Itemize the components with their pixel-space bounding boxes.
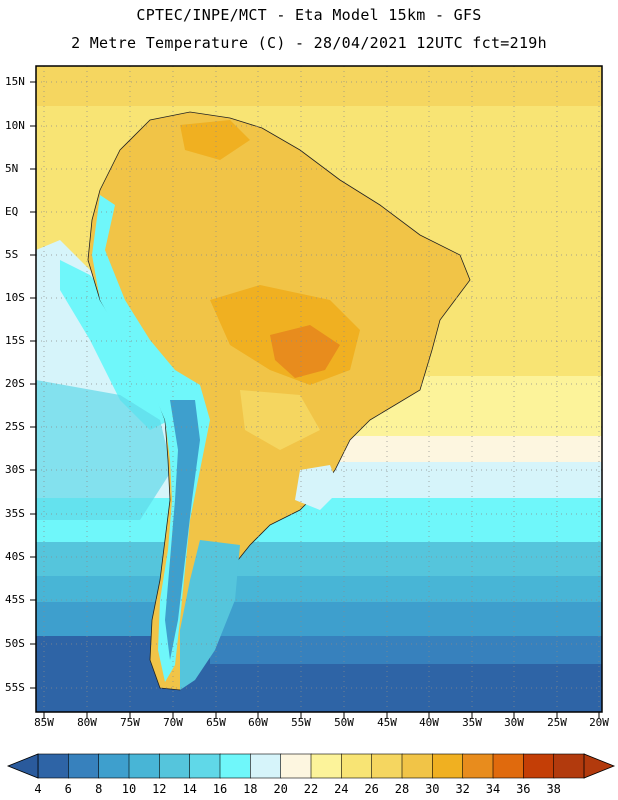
lon-label: 60W bbox=[248, 716, 268, 729]
lat-label: 50S bbox=[5, 637, 25, 650]
lon-label: 75W bbox=[120, 716, 140, 729]
lat-label: EQ bbox=[5, 205, 19, 218]
lon-label: 80W bbox=[77, 716, 97, 729]
color-bar-label: 28 bbox=[394, 782, 410, 796]
color-bar-label: 36 bbox=[516, 782, 531, 796]
color-bar-label: 6 bbox=[64, 782, 72, 796]
patagonia-cool bbox=[180, 540, 240, 690]
lat-label: 20S bbox=[5, 377, 25, 390]
lon-label: 45W bbox=[377, 716, 397, 729]
lat-label: 55S bbox=[5, 681, 25, 694]
lat-label: 10N bbox=[5, 119, 25, 132]
lat-label: 35S bbox=[5, 507, 25, 520]
lon-label: 40W bbox=[419, 716, 439, 729]
lon-label: 70W bbox=[163, 716, 183, 729]
lon-label: 20W bbox=[589, 716, 609, 729]
lat-label: 30S bbox=[5, 463, 25, 476]
color-bar-label: 16 bbox=[212, 782, 228, 796]
lon-label: 35W bbox=[462, 716, 482, 729]
color-bar-label: 8 bbox=[95, 782, 103, 796]
lat-label: 5S bbox=[5, 248, 19, 261]
color-bar-label: 34 bbox=[485, 782, 501, 796]
lat-label: 5N bbox=[5, 162, 19, 175]
lon-label: 65W bbox=[206, 716, 226, 729]
color-bar-label: 14 bbox=[182, 782, 197, 796]
lon-label: 85W bbox=[34, 716, 54, 729]
lon-label: 50W bbox=[334, 716, 354, 729]
lat-label: 45S bbox=[5, 593, 25, 606]
lat-label: 10S bbox=[5, 291, 25, 304]
chart-subtitle: 2 Metre Temperature (C) - 28/04/2021 12U… bbox=[71, 34, 547, 52]
color-bar-label: 32 bbox=[455, 782, 470, 796]
lon-label: 30W bbox=[504, 716, 524, 729]
map-frame bbox=[35, 65, 603, 713]
color-bar-label: 24 bbox=[334, 782, 349, 796]
lat-label: 40S bbox=[5, 550, 25, 563]
color-bar-label: 10 bbox=[121, 782, 137, 796]
color-bar-label: 12 bbox=[152, 782, 167, 796]
color-bar-label: 20 bbox=[273, 782, 288, 796]
lat-label: 15S bbox=[5, 334, 25, 347]
color-bar-label: 26 bbox=[364, 782, 379, 796]
chart-title: CPTEC/INPE/MCT - Eta Model 15km - GFS bbox=[136, 6, 482, 24]
color-bar-label: 30 bbox=[425, 782, 440, 796]
lat-label: 15N bbox=[5, 75, 25, 88]
color-bar-label: 4 bbox=[34, 782, 42, 796]
color-bar-label: 38 bbox=[546, 782, 561, 796]
color-bar-label: 18 bbox=[243, 782, 258, 796]
color-bar-label: 22 bbox=[303, 782, 319, 796]
lon-label: 55W bbox=[291, 716, 311, 729]
lat-label: 25S bbox=[5, 420, 25, 433]
lon-label: 25W bbox=[547, 716, 567, 729]
